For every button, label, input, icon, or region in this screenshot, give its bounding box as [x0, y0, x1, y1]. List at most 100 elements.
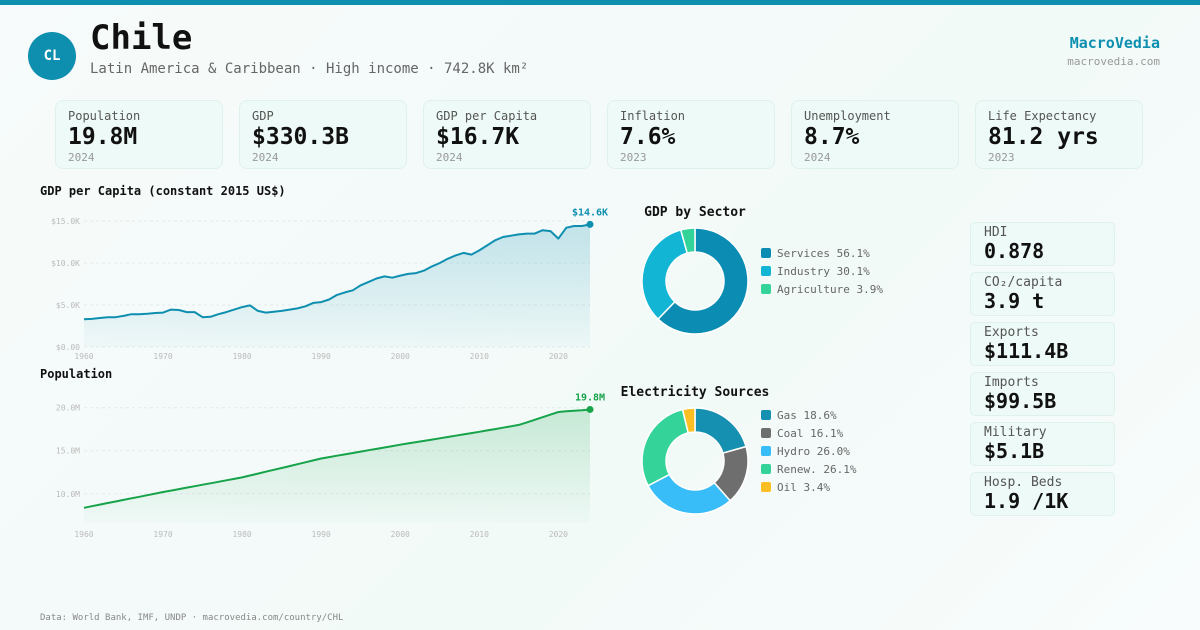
- kpi-value: 81.2 yrs: [988, 124, 1099, 150]
- subtitle: Latin America & Caribbean · High income …: [90, 61, 529, 77]
- y-tick-label: 20.0M: [56, 404, 80, 413]
- kpi-label: Life Expectancy: [988, 109, 1097, 123]
- kpi-year: 2024: [252, 151, 279, 164]
- legend-swatch: [761, 464, 771, 474]
- kpi-value: 7.6%: [620, 124, 676, 150]
- y-tick-label: 10.0M: [56, 490, 80, 499]
- kpi-card: GDP $330.3B 2024: [239, 100, 407, 169]
- legend-value: 3.4%: [804, 481, 831, 494]
- x-tick-label: 1960: [74, 352, 93, 361]
- kpi-value: $330.3B: [252, 124, 349, 150]
- legend-name: Services: [777, 247, 830, 260]
- value-label: $14.6K: [572, 207, 608, 218]
- kpi-year: 2024: [68, 151, 95, 164]
- x-tick-label: 2000: [391, 352, 410, 361]
- legend-value: 26.0%: [817, 445, 850, 458]
- y-tick-label: 15.0M: [56, 447, 80, 456]
- legend-entry: Coal 16.1%: [777, 427, 844, 440]
- x-tick-label: 2010: [470, 352, 489, 361]
- kpi-value: $16.7K: [436, 124, 520, 150]
- stat-label: Exports: [984, 325, 1039, 340]
- legend-swatch: [761, 446, 771, 456]
- legend-value: 26.1%: [823, 463, 856, 476]
- kpi-year: 2024: [436, 151, 463, 164]
- x-tick-label: 1970: [153, 530, 172, 539]
- legend-entry: Oil 3.4%: [777, 481, 830, 494]
- kpi-label: Population: [68, 109, 141, 123]
- donut-slice: [681, 407, 696, 434]
- stat-label: Imports: [984, 375, 1039, 390]
- stat-value: 1.9 /1K: [984, 489, 1069, 513]
- kpi-card: Unemployment 8.7% 2024: [791, 100, 959, 169]
- legend-swatch: [761, 284, 771, 294]
- legend-name: Hydro: [777, 445, 810, 458]
- kpi-year: 2023: [988, 151, 1015, 164]
- kpi-card: Inflation 7.6% 2023: [607, 100, 775, 169]
- x-tick-label: 2020: [549, 352, 568, 361]
- line: [83, 223, 591, 321]
- end-point: [586, 220, 594, 228]
- area: [84, 409, 590, 523]
- legend-swatch: [761, 482, 771, 492]
- y-tick-label: $10.0K: [51, 259, 80, 268]
- legend-swatch: [761, 410, 771, 420]
- donut-slice: [679, 227, 696, 254]
- legend-entry: Hydro 26.0%: [777, 445, 850, 458]
- legend-name: Coal: [777, 427, 804, 440]
- legend-name: Oil: [777, 481, 797, 494]
- stat-label: CO₂/capita: [984, 275, 1063, 290]
- line: [83, 408, 591, 509]
- kpi-card: Life Expectancy 81.2 yrs 2023: [975, 100, 1143, 169]
- stat-card: HDI 0.878: [970, 222, 1115, 266]
- stat-value: 3.9 t: [984, 289, 1045, 313]
- stat-value: $99.5B: [984, 389, 1057, 413]
- stat-card: Hosp. Beds 1.9 /1K: [970, 472, 1115, 516]
- kpi-label: GDP: [252, 109, 274, 123]
- stat-label: Military: [984, 425, 1047, 440]
- legend-name: Agriculture: [777, 283, 850, 296]
- chart-title: GDP per Capita (constant 2015 US$): [40, 184, 286, 198]
- donut-slice: [657, 227, 749, 335]
- site: macrovedia.com: [1067, 55, 1160, 68]
- legend-swatch: [761, 266, 771, 276]
- x-tick-label: 1990: [312, 530, 331, 539]
- x-tick-label: 1980: [232, 530, 251, 539]
- stat-card: Military $5.1B: [970, 422, 1115, 466]
- chart-title: Population: [40, 367, 112, 381]
- kpi-year: 2024: [804, 151, 831, 164]
- donut-slice: [694, 407, 747, 455]
- legend-swatch: [761, 428, 771, 438]
- area: [84, 224, 590, 347]
- x-tick-label: 2000: [391, 530, 410, 539]
- end-point: [586, 405, 594, 413]
- y-tick-label: $5.0K: [56, 301, 80, 310]
- x-tick-label: 1990: [312, 352, 331, 361]
- stat-card: Exports $111.4B: [970, 322, 1115, 366]
- stat-value: 0.878: [984, 239, 1045, 263]
- legend-value: 16.1%: [810, 427, 843, 440]
- legend-entry: Renew. 26.1%: [777, 463, 857, 476]
- legend-name: Renew.: [777, 463, 817, 476]
- footer: Data: World Bank, IMF, UNDP · macrovedia…: [40, 613, 344, 623]
- legend-value: 30.1%: [837, 265, 870, 278]
- kpi-card: GDP per Capita $16.7K 2024: [423, 100, 591, 169]
- stat-label: Hosp. Beds: [984, 475, 1063, 490]
- stat-value: $111.4B: [984, 339, 1069, 363]
- y-tick-label: $15.0K: [51, 217, 80, 226]
- x-tick-label: 2010: [470, 530, 489, 539]
- legend-value: 18.6%: [804, 409, 837, 422]
- legend-entry: Industry 30.1%: [777, 265, 870, 278]
- kpi-label: Inflation: [620, 109, 686, 123]
- kpi-year: 2023: [620, 151, 647, 164]
- donut-slice: [641, 408, 690, 487]
- legend-entry: Gas 18.6%: [777, 409, 837, 422]
- legend-value: 56.1%: [837, 247, 870, 260]
- y-tick-label: $0.00: [56, 343, 80, 352]
- kpi-card: Population 19.8M 2024: [55, 100, 223, 169]
- legend-swatch: [761, 248, 771, 258]
- title: Chile: [90, 18, 193, 58]
- stat-card: CO₂/capita 3.9 t: [970, 272, 1115, 316]
- brand: MacroVedia: [1069, 34, 1160, 52]
- chart-title: GDP by Sector: [644, 205, 746, 220]
